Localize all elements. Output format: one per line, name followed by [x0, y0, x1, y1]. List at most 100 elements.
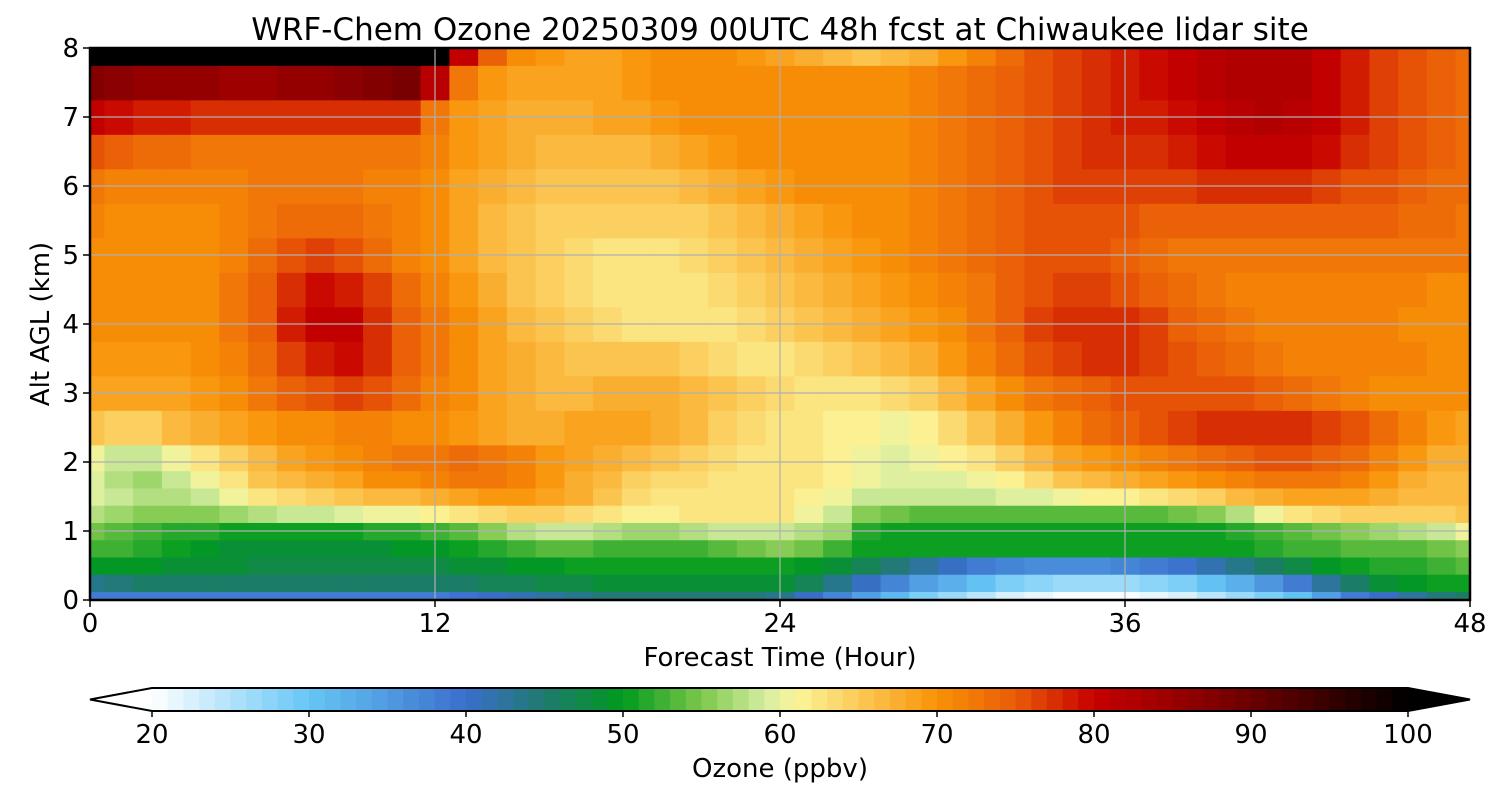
heatmap-cell [1311, 505, 1342, 523]
heatmap-cell [1426, 410, 1457, 446]
heatmap-cell [679, 48, 709, 66]
heatmap-cell [708, 444, 738, 472]
heatmap-cell [995, 65, 1025, 101]
heatmap-cell [1283, 272, 1313, 308]
colorbar-segment [1172, 688, 1189, 711]
colorbar-high-extend [1408, 688, 1470, 711]
heatmap-cell [478, 410, 508, 446]
heatmap-cell [478, 505, 508, 523]
heatmap-cell [90, 539, 105, 558]
heatmap-cell [276, 444, 307, 472]
heatmap-cell [305, 410, 335, 446]
heatmap-cell [851, 574, 882, 592]
heatmap-cell [909, 48, 939, 66]
heatmap-cell [1081, 203, 1112, 239]
heatmap-cell [564, 410, 594, 446]
heatmap-cell [650, 65, 680, 101]
heatmap-cell [248, 410, 278, 446]
heatmap-cell [276, 134, 307, 170]
colorbar-segment [356, 688, 373, 711]
heatmap-cell [708, 272, 738, 308]
heatmap-cell [650, 556, 680, 575]
heatmap-cell [966, 556, 997, 575]
heatmap-cell [794, 487, 824, 506]
heatmap-cell [305, 574, 335, 592]
heatmap-cell [880, 48, 910, 66]
heatmap-cell [851, 341, 882, 377]
heatmap-cell [1340, 505, 1370, 523]
heatmap-cell [104, 48, 134, 66]
heatmap-cell [1168, 591, 1198, 600]
colorbar-tick-label: 80 [1077, 720, 1110, 750]
colorbar-segment [152, 688, 169, 711]
heatmap-cell [1369, 470, 1399, 489]
heatmap-cell [1196, 341, 1227, 377]
heatmap-cell [535, 574, 565, 592]
heatmap-cell [708, 134, 738, 170]
heatmap-cell [938, 444, 968, 472]
heatmap-cell [1311, 134, 1342, 170]
heatmap-cell [1455, 134, 1470, 170]
heatmap-cell [938, 470, 968, 489]
heatmap-cell [995, 539, 1025, 558]
heatmap-cell [650, 203, 680, 239]
heatmap-cell [880, 539, 910, 558]
colorbar-segment [1078, 688, 1095, 711]
colorbar-segment [309, 688, 326, 711]
heatmap-cell [1398, 341, 1428, 377]
heatmap-cell [880, 272, 910, 308]
colorbar-segment [1360, 688, 1378, 711]
heatmap-cell [650, 470, 680, 489]
heatmap-cell [104, 591, 134, 600]
colorbar-segment [654, 688, 671, 711]
y-axis-label: Alt AGL (km) [26, 242, 56, 406]
heatmap-cell [133, 341, 163, 377]
heatmap-cell [535, 48, 565, 66]
heatmap-cell [1053, 410, 1083, 446]
heatmap-cell [995, 591, 1025, 600]
heatmap-cell [1340, 48, 1370, 66]
heatmap-cell [1369, 410, 1399, 446]
heatmap-cell [334, 539, 364, 558]
colorbar-segment [418, 688, 436, 711]
heatmap-cell [851, 410, 882, 446]
heatmap-cell [679, 444, 709, 472]
heatmap-cell [478, 487, 508, 506]
heatmap-cell [1311, 591, 1342, 600]
heatmap-cell [1254, 48, 1284, 66]
heatmap-cell [535, 65, 565, 101]
heatmap-cell [506, 591, 537, 600]
heatmap-cell [1168, 203, 1198, 239]
heatmap-cell [1254, 505, 1284, 523]
heatmap-cell [1053, 272, 1083, 308]
heatmap-cell [564, 65, 594, 101]
colorbar-segment [748, 688, 765, 711]
colorbar-segment [340, 688, 357, 711]
heatmap-cell [966, 505, 997, 523]
heatmap-cell [966, 410, 997, 446]
heatmap-cell [334, 48, 364, 66]
heatmap-cell [1139, 487, 1169, 506]
heatmap-cell [995, 574, 1025, 592]
heatmap-cell [564, 591, 594, 600]
heatmap-cell [1024, 134, 1054, 170]
heatmap-cell [1283, 487, 1313, 506]
heatmap-cell [506, 272, 537, 308]
heatmap-cell [938, 203, 968, 239]
heatmap-cell [1254, 203, 1284, 239]
heatmap-cell [708, 591, 738, 600]
heatmap-cell [1139, 556, 1169, 575]
heatmap-cell [995, 487, 1025, 506]
heatmap-cell [708, 410, 738, 446]
heatmap-cell [1369, 556, 1399, 575]
colorbar-segment [230, 688, 247, 711]
heatmap-cell [1196, 48, 1227, 66]
heatmap-cell [880, 470, 910, 489]
colorbar-segment [387, 688, 404, 711]
heatmap-cell [1283, 470, 1313, 489]
heatmap-cell [334, 470, 364, 489]
heatmap-cell [506, 203, 537, 239]
heatmap-cell [478, 272, 508, 308]
colorbar-segment [685, 688, 702, 711]
heatmap-cell [1455, 487, 1470, 506]
